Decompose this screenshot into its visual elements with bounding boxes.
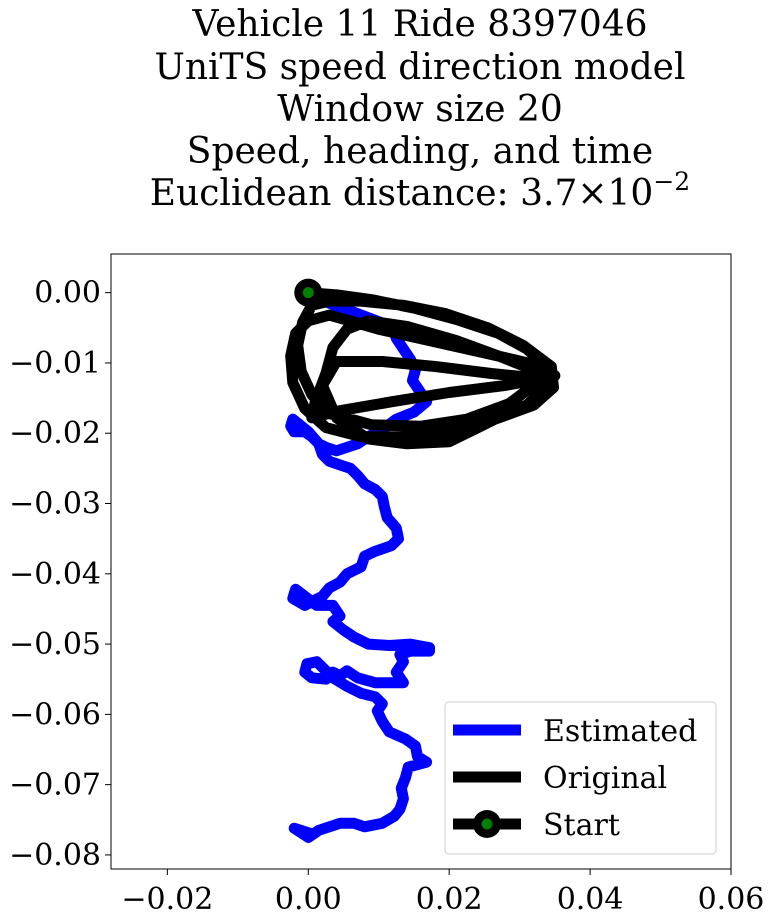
y-axis-ticks: 0.00 −0.01 −0.02 −0.03 −0.04 −0.05 −0.06 −0.07 −… [9,276,111,873]
x-tick-label: −0.02 [121,882,213,916]
series-line-original [285,287,561,450]
y-tick-label: −0.01 [9,346,101,381]
y-tick-label: −0.02 [9,416,101,451]
legend-label-estimated: Estimated [543,714,697,749]
distance-label: Euclidean distance: [150,173,520,214]
legend-label-start: Start [543,808,620,843]
y-tick-label: −0.08 [9,838,101,873]
x-axis-ticks: −0.02 0.00 0.02 0.04 0.06 [121,869,764,916]
x-tick-label: 0.00 [275,882,342,916]
title-line-4: Speed, heading, and time [187,131,653,172]
y-tick-label: 0.00 [34,276,101,311]
y-tick-label: −0.04 [9,557,101,592]
distance-base: 10 [608,173,654,214]
series-layer [285,278,561,843]
title-line-3: Window size 20 [277,89,563,130]
x-tick-label: 0.04 [557,882,624,916]
legend-box [444,701,717,855]
y-tick-label: −0.05 [9,627,101,662]
title-line-5: Euclidean distance: 3.7×10−2 [150,167,690,214]
title-line-1: Vehicle 11 Ride 8397046 [191,4,647,45]
legend-label-original: Original [543,761,667,796]
series-line-estimated [285,287,435,843]
legend-start-marker-dot [481,818,493,830]
y-tick-label: −0.06 [9,697,101,732]
distance-times: × [577,173,607,214]
chart-title: Vehicle 11 Ride 8397046 UniTS speed dire… [150,4,690,214]
legend: Estimated Original Start [444,701,717,855]
y-tick-label: −0.03 [9,487,101,522]
start-marker-dot [302,287,314,299]
y-tick-label: −0.07 [9,768,101,803]
x-tick-label: 0.06 [698,882,765,916]
x-tick-label: 0.02 [416,882,483,916]
title-line-2: UniTS speed direction model [155,47,686,88]
distance-exponent: −2 [653,167,690,196]
distance-mantissa: 3.7 [520,173,577,214]
